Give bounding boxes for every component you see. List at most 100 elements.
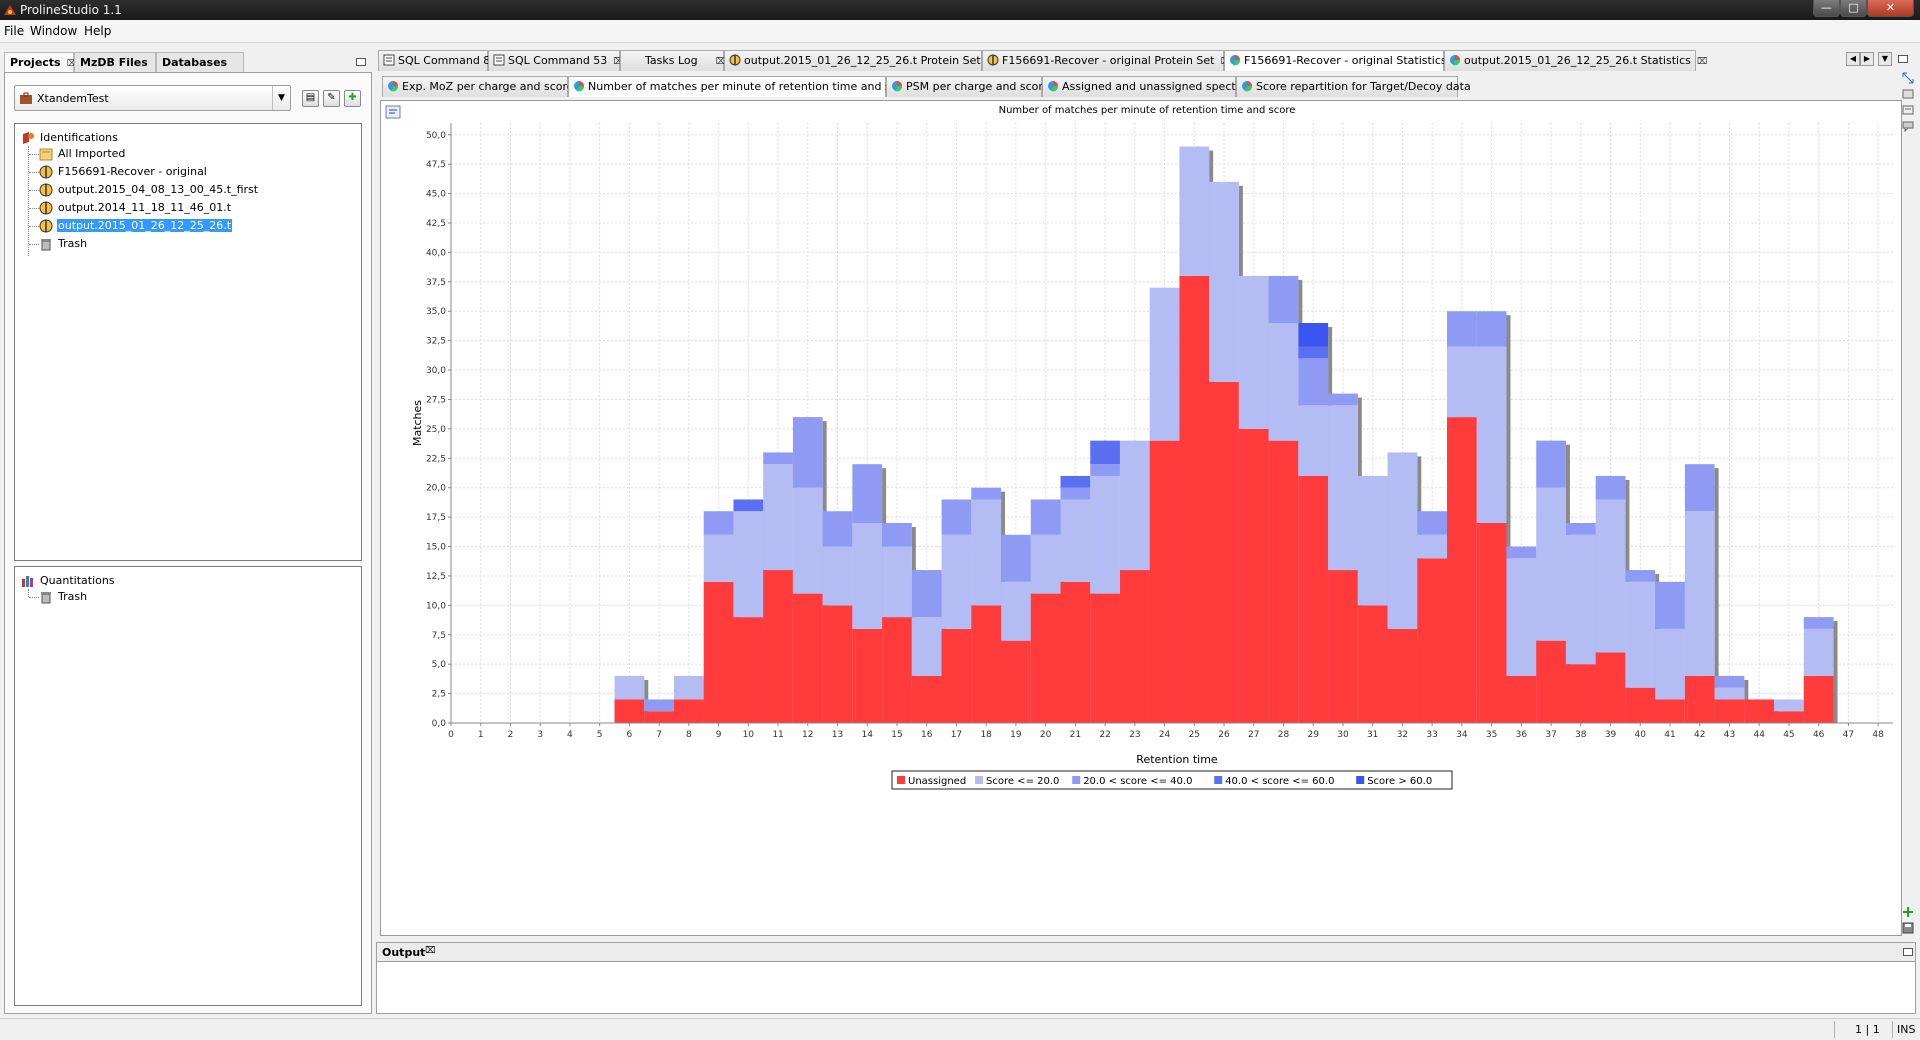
bar-segment-unassigned[interactable] <box>1774 711 1804 723</box>
bar-segment-score-20-0[interactable] <box>1595 499 1626 653</box>
bar-segment-score-20-0[interactable] <box>733 511 764 618</box>
bar-segment-20-0-score-40-0[interactable] <box>1417 511 1448 535</box>
legend-label[interactable]: Score <= 20.0 <box>986 776 1059 787</box>
menu-file[interactable]: File <box>4 24 25 38</box>
bar-segment-score-20-0[interactable] <box>1803 628 1834 676</box>
tab-score-repartition[interactable]: Score repartition for Target/Decoy data <box>1236 76 1471 97</box>
bar-segment-score-20-0[interactable] <box>1268 323 1299 441</box>
bar-segment-score-20-0[interactable] <box>911 617 942 676</box>
bar-segment-20-0-score-40-0[interactable] <box>1268 275 1299 323</box>
bar-segment-score-20-0[interactable] <box>971 499 1002 606</box>
bar-segment-unassigned[interactable] <box>1536 640 1566 723</box>
minimize-editor-icon[interactable] <box>1898 55 1908 63</box>
tab-list-icon[interactable]: ▼ <box>1878 52 1892 66</box>
bar-segment-unassigned[interactable] <box>1149 440 1180 723</box>
bar-segment-unassigned[interactable] <box>1001 640 1031 723</box>
bar-segment-score-20-0[interactable] <box>1387 452 1418 629</box>
bar-segment-score-20-0[interactable] <box>1119 440 1150 571</box>
bar-segment-40-0-score-60-0[interactable] <box>1298 346 1329 359</box>
bar-segment-unassigned[interactable] <box>1119 570 1150 723</box>
tab-statistics-output[interactable]: output.2015_01_26_12_25_26.t Statistics ⌧ <box>1444 50 1707 71</box>
bar-segment-20-0-score-40-0[interactable] <box>1506 546 1537 559</box>
bar-segment-unassigned[interactable] <box>1744 699 1775 723</box>
close-tab-icon[interactable]: ⌧ <box>66 59 77 69</box>
bar-segment-score-20-0[interactable] <box>822 546 853 606</box>
bar-segment-score-20-0[interactable] <box>1625 581 1656 688</box>
bar-segment-score-20-0[interactable] <box>614 675 645 700</box>
tab-sql-command-82[interactable]: SQL Command 82⌧ <box>378 50 514 71</box>
bar-segment-unassigned[interactable] <box>673 699 704 723</box>
bar-segment-score-20-0[interactable] <box>1209 181 1239 382</box>
properties-icon[interactable] <box>1902 88 1914 100</box>
tab-mzdb-files[interactable]: MzDB Files <box>74 52 156 72</box>
bar-segment-unassigned[interactable] <box>1268 440 1299 723</box>
bar-segment-unassigned[interactable] <box>911 675 942 723</box>
bar-segment-unassigned[interactable] <box>822 605 853 723</box>
minimize-panel-icon[interactable] <box>356 58 366 66</box>
bar-segment-unassigned[interactable] <box>1565 664 1596 723</box>
bar-segment-unassigned[interactable] <box>1387 628 1418 723</box>
save-icon[interactable] <box>1902 922 1914 934</box>
bar-segment-score-20-0[interactable] <box>703 534 734 582</box>
close-tab-icon[interactable]: ⌧ <box>1696 57 1708 67</box>
bar-segment-score-20-0[interactable] <box>673 675 704 700</box>
bar-segment-20-0-score-40-0[interactable] <box>1447 311 1477 347</box>
expand-icon[interactable] <box>1902 72 1914 84</box>
legend-label[interactable]: Score > 60.0 <box>1367 776 1432 787</box>
bar-segment-unassigned[interactable] <box>1357 605 1388 723</box>
project-selector[interactable]: XtandemTest ▼ <box>14 85 291 111</box>
bar-segment-20-0-score-40-0[interactable] <box>1090 464 1120 476</box>
tab-assigned-unassigned[interactable]: Assigned and unassigned spectra <box>1042 76 1247 97</box>
bar-segment-unassigned[interactable] <box>1447 417 1477 723</box>
bar-segment-20-0-score-40-0[interactable] <box>941 499 972 535</box>
close-tab-icon[interactable]: ⌧ <box>425 946 436 956</box>
bar-segment-20-0-score-40-0[interactable] <box>971 487 1002 500</box>
edit-button[interactable]: ✎ <box>323 90 340 107</box>
bar-segment-unassigned[interactable] <box>1179 275 1210 723</box>
bar-segment-score-20-0[interactable] <box>792 487 823 594</box>
bar-segment-20-0-score-40-0[interactable] <box>1328 393 1358 406</box>
bar-segment-score-20-0[interactable] <box>1714 687 1745 700</box>
menu-help[interactable]: Help <box>84 24 112 38</box>
bar-segment-20-0-score-40-0[interactable] <box>1476 311 1507 347</box>
tab-projects[interactable]: Projects ⌧ <box>4 52 77 72</box>
bar-segment-unassigned[interactable] <box>1090 593 1120 723</box>
bar-segment-score-20-0[interactable] <box>1536 487 1566 641</box>
bar-segment-20-0-score-40-0[interactable] <box>1625 570 1656 582</box>
bar-segment-score-20-0[interactable] <box>1328 405 1358 571</box>
bar-segment-score-20-0[interactable] <box>1565 534 1596 665</box>
bar-segment-score-20-0[interactable] <box>1774 699 1804 712</box>
bar-segment-score-20-0[interactable] <box>1655 628 1685 700</box>
tab-protein-set-recover[interactable]: F156691-Recover - original Protein Set⌧ <box>982 50 1231 71</box>
bar-segment-score-20-0[interactable] <box>1001 581 1031 641</box>
bar-segment-20-0-score-40-0[interactable] <box>882 523 912 547</box>
bar-segment-20-0-score-40-0[interactable] <box>911 570 942 618</box>
tab-protein-set-output[interactable]: output.2015_01_26_12_25_26.t Protein Set… <box>724 50 997 71</box>
tab-tasks-log[interactable]: Tasks Log ⌧ <box>620 50 726 71</box>
bar-segment-unassigned[interactable] <box>644 711 674 723</box>
bar-segment-unassigned[interactable] <box>971 605 1002 723</box>
bar-segment-score-20-0[interactable] <box>1179 146 1210 276</box>
bar-segment-20-0-score-40-0[interactable] <box>763 452 793 465</box>
legend-label[interactable]: Unassigned <box>908 776 966 787</box>
bar-segment-20-0-score-40-0[interactable] <box>1714 675 1745 688</box>
bar-segment-20-0-score-40-0[interactable] <box>1595 475 1626 500</box>
bar-segment-unassigned[interactable] <box>733 617 764 723</box>
bar-segment-unassigned[interactable] <box>1060 581 1091 723</box>
bar-segment-unassigned[interactable] <box>1476 523 1507 723</box>
bar-segment-20-0-score-40-0[interactable] <box>1684 464 1715 512</box>
bar-segment-score-20-0[interactable] <box>1298 405 1329 476</box>
add-chart-icon[interactable] <box>1902 906 1914 918</box>
bar-segment-score-20-0[interactable] <box>763 464 793 571</box>
tab-statistics-recover[interactable]: F156691-Recover - original Statistics⌧ <box>1224 50 1463 71</box>
legend-label[interactable]: 20.0 < score <= 40.0 <box>1083 776 1192 787</box>
bar-segment-score-20-0[interactable] <box>941 534 972 629</box>
bar-segment-score-20-0[interactable] <box>882 546 912 618</box>
maximize-button[interactable]: □ <box>1840 0 1867 17</box>
bar-segment-score-20-0[interactable] <box>1149 287 1180 441</box>
bar-segment-unassigned[interactable] <box>614 699 645 723</box>
bar-segment-20-0-score-40-0[interactable] <box>852 464 883 523</box>
bar-segment-unassigned[interactable] <box>1506 675 1537 723</box>
bar-segment-score-20-0[interactable] <box>1090 475 1120 594</box>
bar-segment-40-0-score-60-0[interactable] <box>733 499 764 512</box>
